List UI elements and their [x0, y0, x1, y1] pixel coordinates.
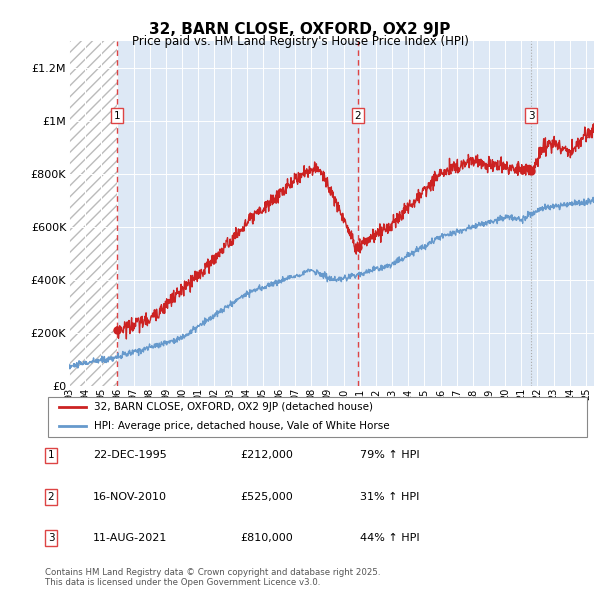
- Text: 32, BARN CLOSE, OXFORD, OX2 9JP (detached house): 32, BARN CLOSE, OXFORD, OX2 9JP (detache…: [94, 402, 373, 412]
- Text: 1: 1: [113, 111, 120, 120]
- Text: 31% ↑ HPI: 31% ↑ HPI: [360, 492, 419, 502]
- Text: 44% ↑ HPI: 44% ↑ HPI: [360, 533, 419, 543]
- Text: £810,000: £810,000: [240, 533, 293, 543]
- Text: 1: 1: [47, 451, 55, 460]
- Text: 32, BARN CLOSE, OXFORD, OX2 9JP: 32, BARN CLOSE, OXFORD, OX2 9JP: [149, 22, 451, 37]
- Text: 2: 2: [355, 111, 361, 120]
- Text: 3: 3: [528, 111, 535, 120]
- Text: 2: 2: [47, 492, 55, 502]
- Text: HPI: Average price, detached house, Vale of White Horse: HPI: Average price, detached house, Vale…: [94, 421, 390, 431]
- Bar: [69, 41, 117, 386]
- Text: 16-NOV-2010: 16-NOV-2010: [93, 492, 167, 502]
- Text: Price paid vs. HM Land Registry's House Price Index (HPI): Price paid vs. HM Land Registry's House …: [131, 35, 469, 48]
- Text: 79% ↑ HPI: 79% ↑ HPI: [360, 451, 419, 460]
- Text: Contains HM Land Registry data © Crown copyright and database right 2025.
This d: Contains HM Land Registry data © Crown c…: [45, 568, 380, 587]
- Text: 22-DEC-1995: 22-DEC-1995: [93, 451, 167, 460]
- Text: £212,000: £212,000: [240, 451, 293, 460]
- Text: 11-AUG-2021: 11-AUG-2021: [93, 533, 167, 543]
- Text: £525,000: £525,000: [240, 492, 293, 502]
- Text: 3: 3: [47, 533, 55, 543]
- FancyBboxPatch shape: [48, 396, 587, 437]
